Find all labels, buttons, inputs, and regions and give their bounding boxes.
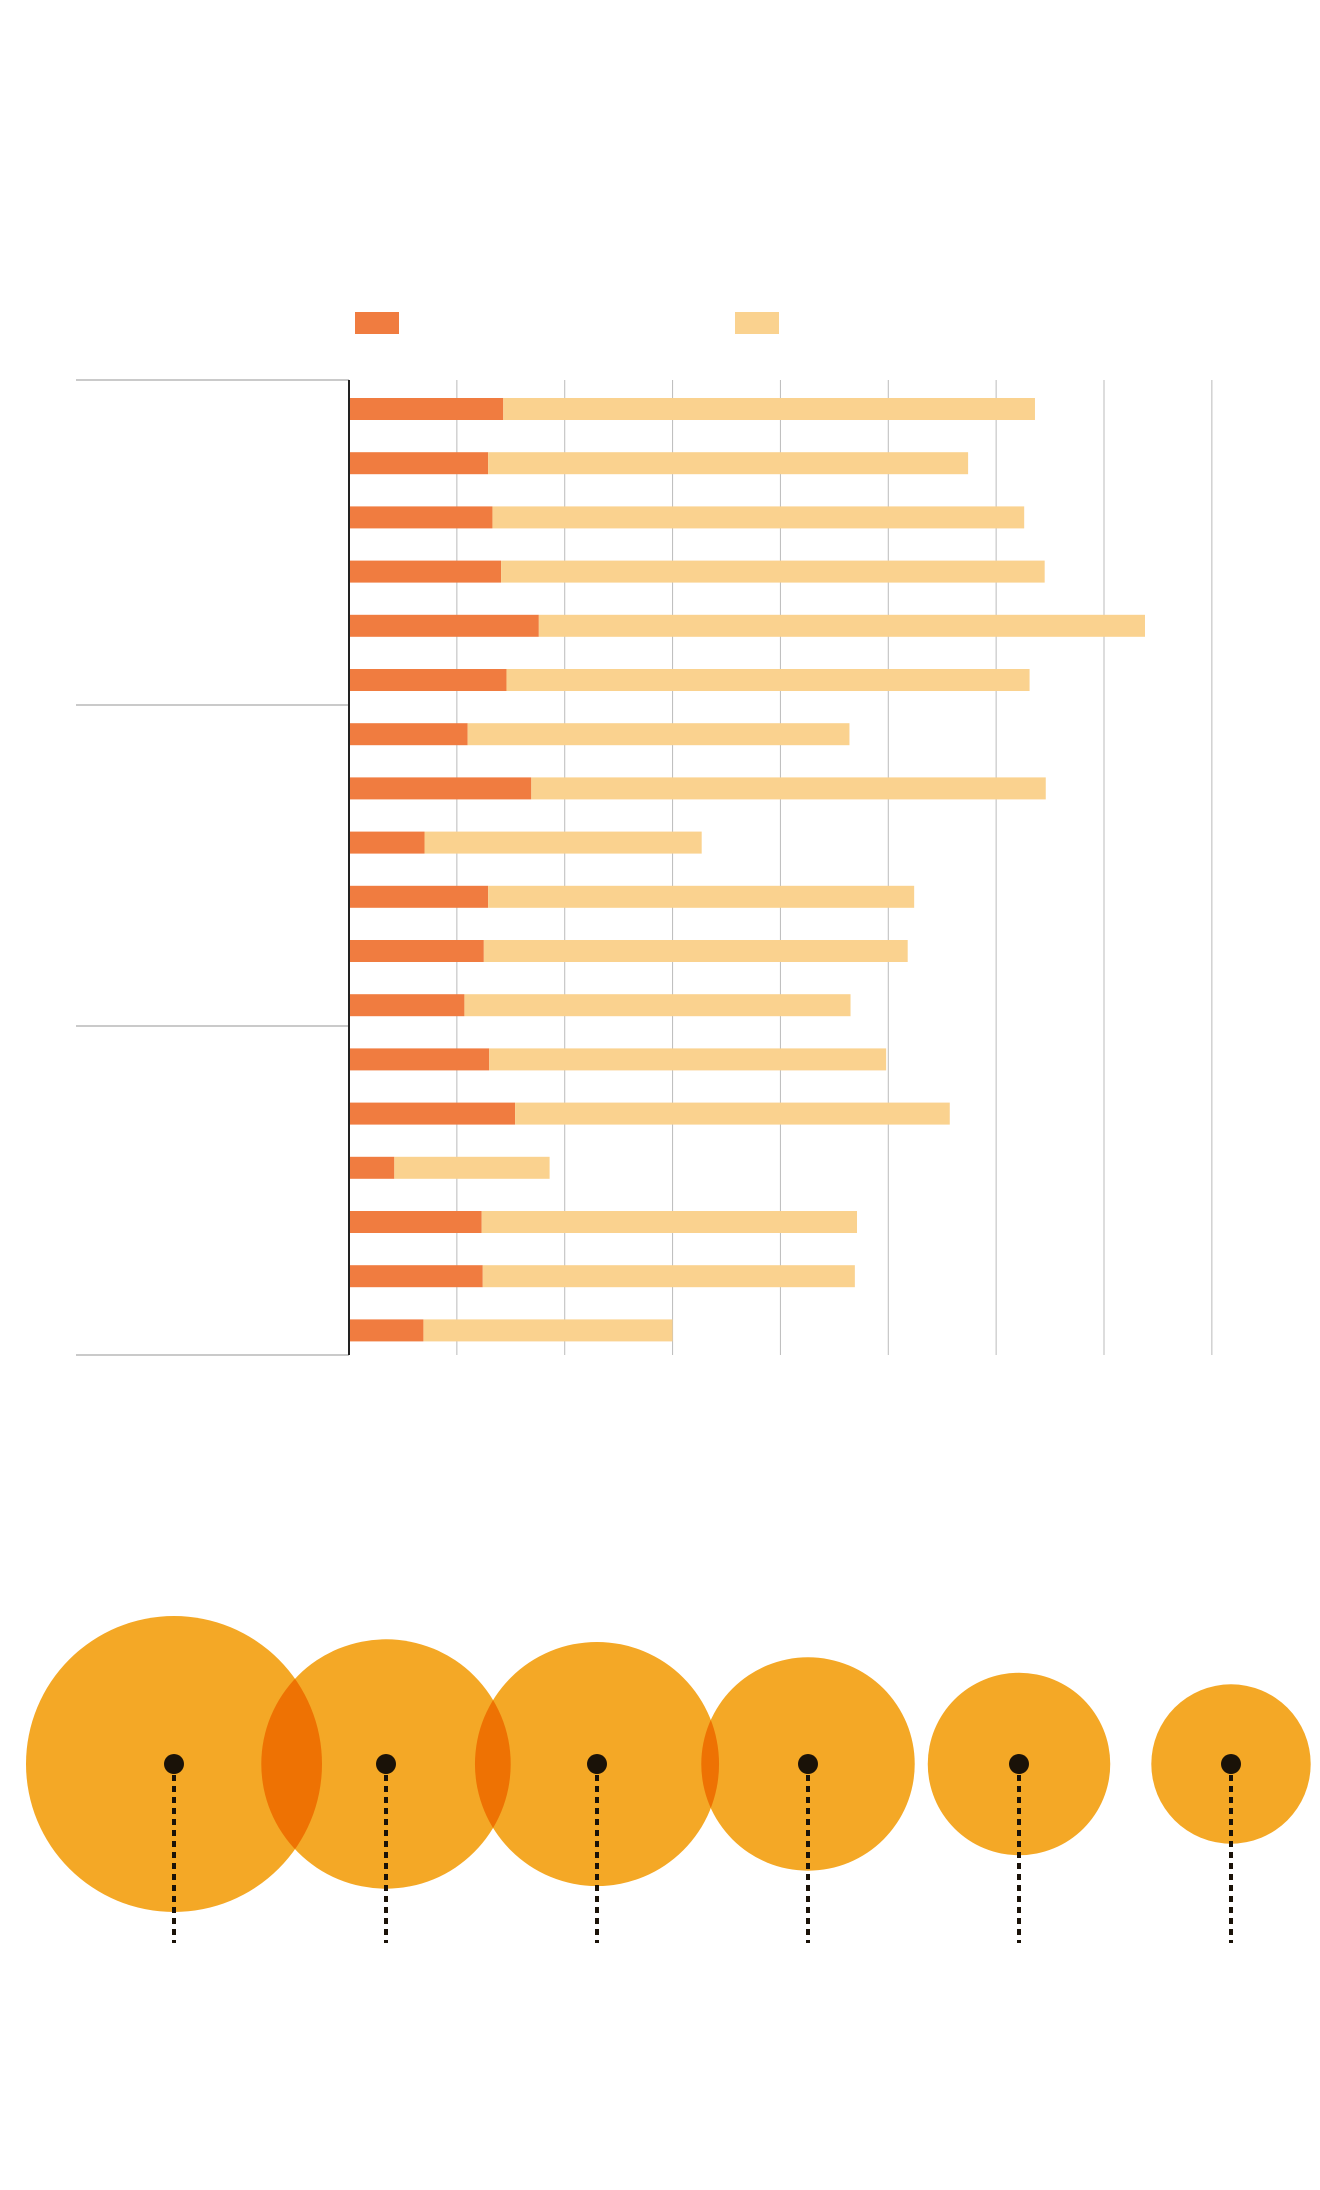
bar-primary [349, 1211, 482, 1233]
bar-secondary [483, 940, 908, 962]
bar-primary [349, 669, 507, 691]
bar-primary [349, 506, 493, 529]
bubble-chart [26, 1616, 1311, 1943]
bar-primary [349, 777, 532, 800]
legend [355, 312, 779, 334]
legend-swatch-2 [735, 312, 779, 334]
bar-primary [349, 1156, 395, 1179]
bar-secondary [489, 1048, 887, 1071]
bar-primary [349, 723, 468, 746]
bar-secondary [503, 398, 1035, 420]
group-dividers [76, 379, 349, 1356]
bar-primary [349, 398, 504, 420]
bubble-center-marker [1009, 1754, 1029, 1774]
bar-secondary [424, 831, 702, 854]
bar-primary [349, 1265, 483, 1288]
legend-swatch-1 [355, 312, 399, 334]
bar-primary [349, 1102, 516, 1125]
bar-secondary [482, 1265, 855, 1288]
bubble-center-marker [587, 1754, 607, 1774]
bubble-center-marker [1221, 1754, 1241, 1774]
bar-secondary [481, 1211, 858, 1233]
bubble-center-marker [798, 1754, 818, 1774]
bar-secondary [492, 506, 1025, 529]
bar-secondary [538, 614, 1145, 637]
bar-secondary [423, 1319, 673, 1342]
gridlines [456, 380, 1213, 1355]
bar-secondary [467, 723, 850, 746]
bar-series [349, 398, 1145, 1342]
bar-secondary [501, 560, 1045, 583]
bar-secondary [531, 777, 1046, 800]
bar-primary [349, 1319, 424, 1342]
bar-secondary [394, 1156, 550, 1179]
bubble-center-marker [164, 1754, 184, 1774]
bar-secondary [515, 1102, 950, 1125]
bar-secondary [488, 452, 969, 475]
bar-primary [349, 831, 425, 854]
bar-secondary [506, 669, 1030, 691]
bar-secondary [464, 994, 851, 1017]
bar-primary [349, 885, 489, 908]
bar-primary [349, 560, 502, 583]
bar-secondary [488, 885, 915, 908]
bubble-center-marker [376, 1754, 396, 1774]
bar-primary [349, 994, 465, 1017]
bar-primary [349, 1048, 490, 1071]
bar-primary [349, 614, 539, 637]
bar-primary [349, 940, 484, 962]
bar-primary [349, 452, 489, 475]
